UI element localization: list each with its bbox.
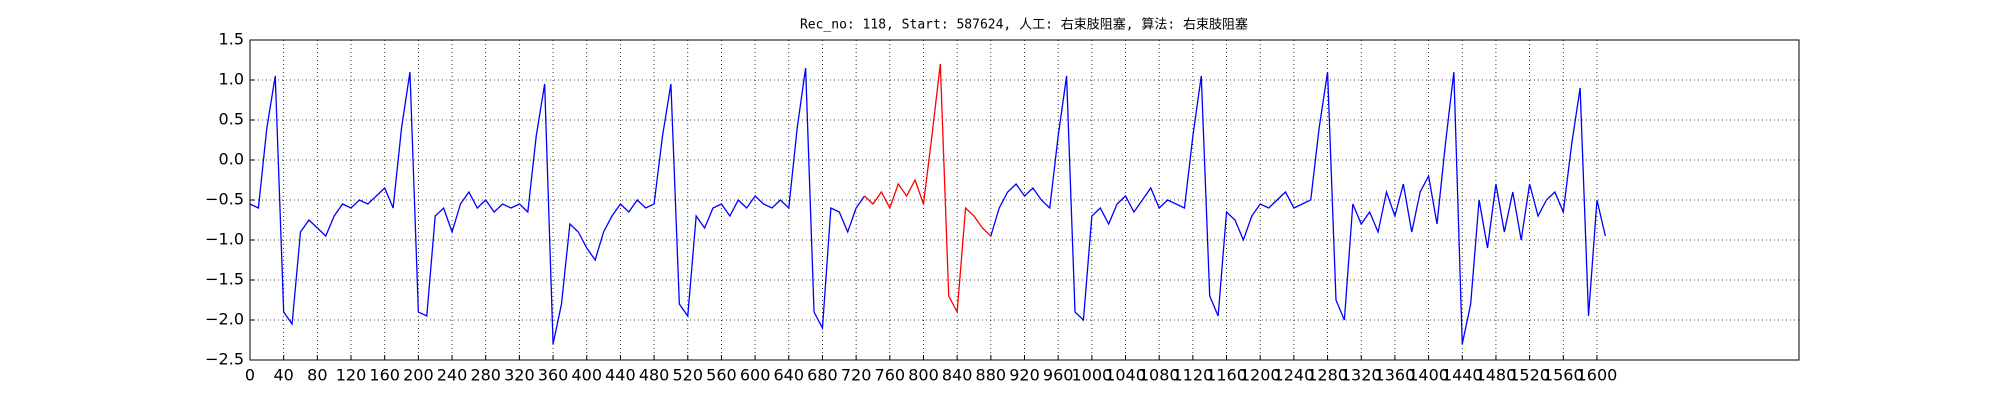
x-tick-label: 1360 [1375,366,1416,385]
x-tick-label: 240 [437,366,468,385]
x-tick-label: 1200 [1240,366,1281,385]
x-tick-label: 1040 [1105,366,1146,385]
x-tick-label: 200 [403,366,434,385]
y-tick-label: −2.5 [205,350,244,369]
chart-title: Rec_no: 118, Start: 587624, 人工: 右束肢阻塞, 算… [800,17,1248,33]
x-tick-label: 1520 [1509,366,1550,385]
x-tick-label: 760 [875,366,906,385]
x-tick-label: 80 [307,366,327,385]
y-tick-label: 0.5 [219,110,244,129]
x-tick-label: 120 [336,366,367,385]
y-tick-label: −2.0 [205,310,244,329]
series-line [249,67,1607,345]
x-tick-label: 480 [639,366,670,385]
y-tick-label: −1.5 [205,270,244,289]
x-tick-label: 920 [1009,366,1040,385]
y-tick-label: −1.0 [205,230,244,249]
x-tick-label: 520 [672,366,703,385]
x-tick-label: 1000 [1071,366,1112,385]
x-tick-label: 1280 [1307,366,1348,385]
x-tick-label: 440 [605,366,636,385]
x-tick-label: 640 [774,366,805,385]
x-tick-label: 1560 [1543,366,1584,385]
series-line [864,63,992,315]
x-tick-label: 0 [245,366,255,385]
x-tick-label: 360 [538,366,569,385]
plot-frame [249,39,1800,361]
x-tick-label: 1080 [1139,366,1180,385]
x-tick-label: 720 [841,366,872,385]
x-tick-label: 560 [706,366,737,385]
x-tick-label: 600 [740,366,771,385]
x-tick-label: 840 [942,366,973,385]
x-tick-label: 880 [976,366,1007,385]
x-tick-label: 400 [571,366,602,385]
x-tick-label: 160 [369,366,400,385]
y-tick-label: −0.5 [205,190,244,209]
y-tick-label: 1.0 [219,70,244,89]
x-tick-label: 960 [1043,366,1074,385]
y-tick-label: 0.0 [219,150,244,169]
x-tick-label: 680 [807,366,838,385]
x-tick-label: 1480 [1476,366,1517,385]
x-tick-label: 1600 [1577,366,1618,385]
x-tick-label: 1120 [1173,366,1214,385]
x-tick-label: 40 [273,366,293,385]
y-tick-label: 1.5 [219,30,244,49]
x-tick-label: 280 [470,366,501,385]
x-tick-label: 1320 [1341,366,1382,385]
x-tick-label: 1440 [1442,366,1483,385]
x-tick-label: 800 [908,366,939,385]
x-tick-label: 1160 [1206,366,1247,385]
x-tick-label: 320 [504,366,535,385]
x-tick-label: 1400 [1408,366,1449,385]
x-tick-label: 1240 [1274,366,1315,385]
